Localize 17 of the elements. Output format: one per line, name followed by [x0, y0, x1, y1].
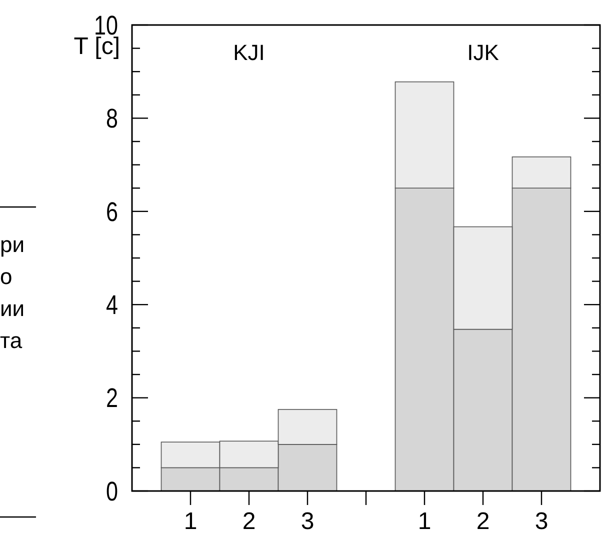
x-tick-label: 2	[476, 508, 490, 533]
x-tick-label: 2	[242, 508, 256, 533]
y-tick-label: 2	[106, 384, 118, 414]
x-tick-label: 3	[534, 508, 548, 533]
y-tick-label: 8	[106, 104, 118, 134]
x-tick-label: 3	[300, 508, 314, 533]
text: та	[0, 328, 23, 353]
y-tick-label: 6	[106, 198, 118, 228]
text: ри	[0, 232, 25, 257]
y-tick-label: 4	[106, 290, 118, 321]
x-tick-label: 1	[184, 508, 198, 533]
x-tick-label: 1	[418, 508, 432, 533]
text: ии	[0, 296, 25, 321]
annotation: KJI	[233, 40, 265, 65]
annotation: IJK	[467, 40, 500, 65]
y-tick-label: 0	[106, 477, 118, 508]
text: о	[0, 264, 12, 289]
